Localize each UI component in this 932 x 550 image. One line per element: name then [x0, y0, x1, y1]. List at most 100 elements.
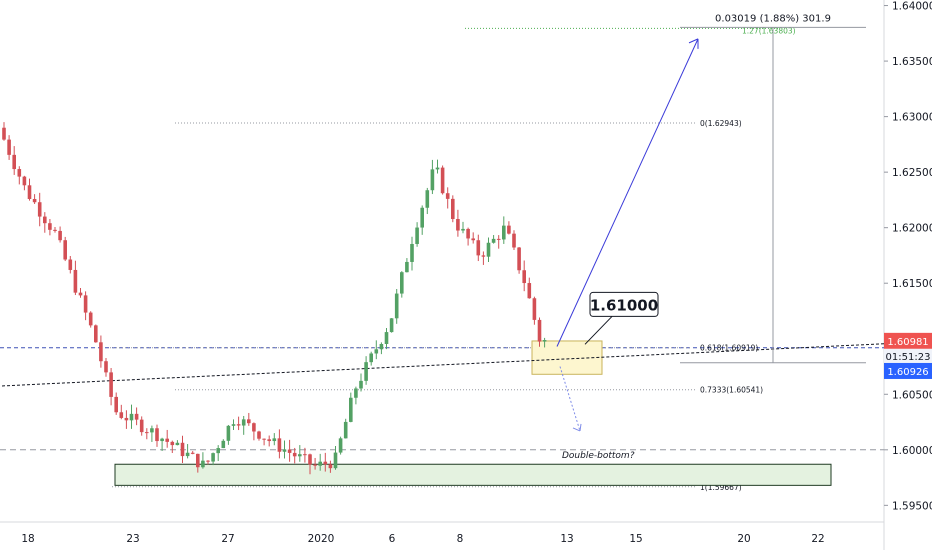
candle-bear [2, 127, 6, 140]
candle-bull [318, 461, 322, 466]
candle-bull [364, 362, 368, 381]
candle-bull [425, 190, 430, 208]
candle-bull [150, 428, 154, 433]
time-tick-label: 13 [560, 533, 573, 545]
last-price-value: 1.60981 [887, 337, 928, 348]
candle-bear [170, 441, 175, 446]
candle-bull [374, 349, 379, 354]
candle-bear [134, 413, 139, 420]
candle-bear [78, 292, 83, 296]
candle-bull [226, 425, 231, 441]
candle-bear [124, 417, 129, 421]
candle-bear [476, 240, 481, 256]
candle-bear [53, 229, 57, 231]
candle-bear [99, 342, 103, 362]
price-callout-box[interactable] [589, 291, 659, 317]
time-axis-ticks: 18 23 27 2020 6 8 13 15 20 22 [21, 533, 824, 545]
candle-bull [185, 452, 190, 457]
price-tick-label: 1.60500 [892, 389, 932, 401]
crosshair-price-value: 1.60926 [887, 367, 928, 378]
candle-bull [415, 227, 419, 244]
candle-bear [37, 202, 42, 217]
fib-level-label: 1(1.59667) [700, 483, 742, 492]
candle-bull [343, 421, 348, 439]
bearish-arrow-head [572, 423, 582, 432]
candle-bull [231, 424, 236, 426]
candle-bull [333, 452, 338, 469]
fib-level-label: 0.618(1.60919) [700, 344, 758, 353]
projection-arrows[interactable] [556, 38, 699, 432]
candle-bull [405, 261, 409, 273]
candle-bull [389, 318, 394, 333]
candle-bear [471, 238, 475, 241]
fib-level-label: 0.7333(1.60541) [700, 386, 763, 395]
candle-bear [527, 283, 532, 299]
bullish-arrow-head [688, 38, 699, 49]
candle-bear [456, 219, 460, 231]
candle-bull [201, 460, 205, 468]
time-tick-label: 27 [221, 533, 234, 545]
candle-bear [532, 298, 537, 320]
entry-zone-rectangle[interactable] [531, 340, 603, 375]
candle-bull [400, 272, 404, 294]
candle-bear [445, 193, 450, 199]
candle-bull [359, 380, 363, 389]
time-tick-label: 23 [126, 533, 139, 545]
candle-bull [491, 238, 496, 243]
price-range-measure[interactable] [680, 26, 866, 364]
candle-bear [109, 372, 113, 397]
price-tick-label: 1.62000 [892, 223, 932, 235]
candle-bear [7, 139, 11, 155]
trend-line[interactable] [1, 343, 885, 387]
candle-bull [430, 169, 435, 191]
candle-bull [175, 442, 180, 446]
candle-bull [129, 413, 134, 421]
candle-bear [481, 255, 486, 257]
candle-bear [206, 460, 210, 462]
candle-bull [216, 448, 220, 454]
candle-bear [180, 442, 185, 457]
fib-level-label: 0(1.62943) [700, 119, 742, 128]
candle-bear [165, 438, 169, 442]
candle-bull [435, 167, 440, 170]
price-tick-label: 1.64000 [892, 1, 932, 13]
candle-bear [155, 428, 159, 442]
candle-bear [22, 176, 27, 186]
candle-bear [32, 199, 37, 203]
candle-bull [486, 242, 491, 257]
candle-bear [277, 438, 282, 452]
time-tick-label: 22 [811, 533, 824, 545]
time-tick-label: 2020 [308, 533, 335, 545]
price-tick-label: 1.60000 [892, 445, 932, 457]
callout-pointer [584, 316, 613, 345]
candle-bear [236, 424, 241, 426]
bar-countdown-value: 01:51:23 [886, 352, 931, 363]
fibonacci-levels[interactable]: 0(1.62943) 0.618(1.60919) 0.7333(1.60541) 1… [110, 26, 796, 492]
price-tick-label: 1.61500 [892, 278, 932, 290]
candle-bear [507, 225, 511, 234]
candle-bear [522, 270, 526, 284]
candle-bear [303, 454, 307, 456]
bullish-arrow[interactable] [556, 38, 699, 347]
candle-bear [292, 452, 297, 457]
candle-bull [420, 207, 424, 228]
support-zone-rectangle[interactable] [114, 463, 832, 486]
candle-bear [12, 154, 16, 170]
candle-bull [221, 440, 226, 449]
candle-bear [94, 325, 98, 343]
candle-bear [139, 419, 144, 433]
price-callout-text: 1.61000 [590, 296, 658, 314]
candle-bear [262, 438, 266, 440]
candle-bear [537, 319, 542, 342]
candle-bear [145, 432, 149, 434]
time-tick-label: 15 [629, 533, 642, 545]
candle-bear [119, 412, 124, 418]
bearish-arrow[interactable] [559, 366, 581, 432]
candles [2, 122, 547, 475]
candle-bull [298, 454, 302, 457]
time-tick-label: 8 [457, 533, 464, 545]
candle-bull [282, 449, 287, 452]
candle-bull [338, 438, 343, 453]
measure-label: 0.03019 (1.88%) 301.9 [715, 13, 831, 24]
